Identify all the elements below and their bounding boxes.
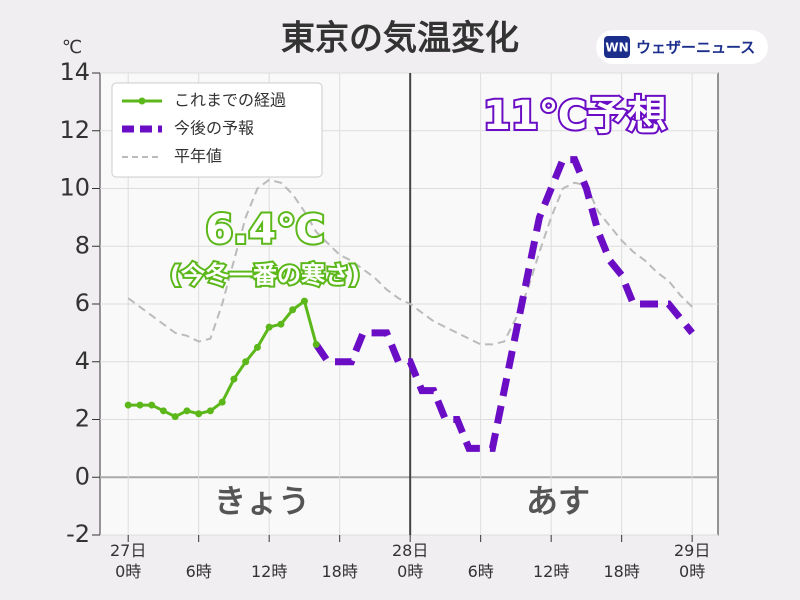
point [218,398,226,406]
legend-label: 平年値 [174,147,222,166]
x-tick-label-line: 12時 [533,562,569,581]
y-unit: ℃ [62,37,82,58]
annotation: あす [526,482,590,520]
x-tick-label-line: 0時 [397,562,423,581]
x-tick-label-line: 0時 [115,562,141,581]
x-tick-label: 12時 [251,562,287,581]
point [148,401,156,409]
annotation: きょう [214,482,310,520]
point [289,306,297,314]
y-tick-label: 12 [59,116,90,144]
x-tick-label-line: 6時 [186,562,212,581]
annotation: 11℃予想 [483,93,667,139]
x-tick-label: 18時 [321,562,357,581]
x-tick-label-line: 18時 [321,562,357,581]
annotation: 6.4℃ [205,207,324,253]
legend-box [111,82,323,178]
y-tick-label: 4 [75,347,90,375]
y-tick-label: 0 [75,462,90,490]
legend-marker [138,97,146,105]
point [312,340,320,348]
point [206,407,214,415]
y-tick-label: 8 [75,231,90,259]
x-tick-label: 29日 0時 [674,541,710,581]
point [277,320,285,328]
point [195,410,203,418]
series-line [313,156,695,452]
annotation: (今冬一番の寒さ) [170,261,360,289]
point [230,375,238,383]
x-tick-label-line: 28日 [392,541,428,560]
x-tick-label-line: 27日 [110,541,146,560]
logo-icon [604,36,630,58]
x-tick-label: 18時 [603,562,639,581]
x-tick-label-line: 12時 [251,562,287,581]
logo-bg [596,30,768,64]
point [253,343,261,351]
logo-text: ウェザーニュース [636,39,755,57]
x-tick-label-line: 18時 [603,562,639,581]
logo-mark: WN [605,41,628,55]
series-line [127,178,693,346]
legend-label: 今後の予報 [174,119,254,138]
point [124,401,132,409]
x-tick-label-line: 0時 [679,562,705,581]
point [136,401,144,409]
point [159,407,167,415]
y-tick-label: 10 [59,174,90,202]
chart-title: 東京の気温変化 [281,19,519,59]
y-tick-label: 2 [75,405,90,433]
y-tick-label: -2 [66,520,90,548]
legend-label: これまでの経過 [174,91,286,110]
x-tick-label: 27日 0時 [110,541,146,581]
y-tick-label: 6 [75,289,90,317]
x-tick-label: 12時 [533,562,569,581]
point [300,297,308,305]
x-tick-label-line: 6時 [468,562,494,581]
point [183,407,191,415]
point [242,358,250,366]
x-tick-label-line: 29日 [674,541,710,560]
x-tick-label: 6時 [468,562,494,581]
x-tick-label: 28日 0時 [392,541,428,581]
point [265,323,273,331]
point [171,413,179,421]
y-tick-label: 14 [59,58,90,86]
x-tick-label: 6時 [186,562,212,581]
